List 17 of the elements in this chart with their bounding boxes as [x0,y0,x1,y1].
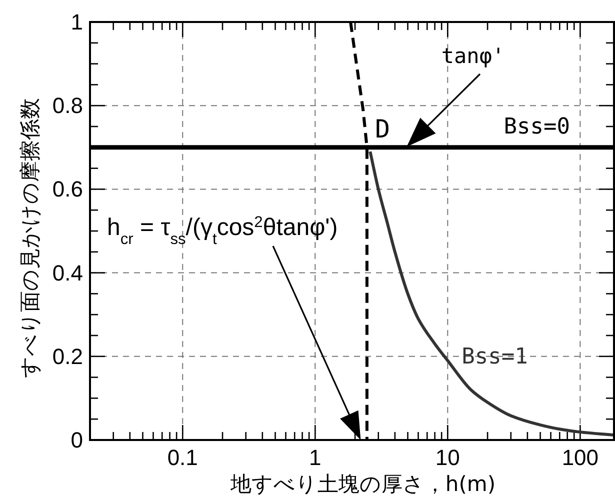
x-tick-label: 0.1 [167,445,198,470]
y-tick-label: 0.8 [52,93,83,118]
y-tick-label: 0.6 [52,176,83,202]
legend-label: Bss=0 [504,114,570,140]
text: h$_{cr}$ = τ$_{ss}$/(γ$_{t}$cos$^{2}$θtanφ') [107,214,338,248]
y-tick-label: 0.2 [52,344,83,369]
x-axis-title: 地すべり土塊の厚さ，h(m) [229,472,496,496]
x-tick-label: 1 [309,445,322,470]
x-tick-label: 10 [435,445,460,470]
series-label: Bss=1 [462,344,528,370]
y-axis-title: すべり面の見かけの摩擦係数 [18,98,42,378]
annotation: D [374,114,390,144]
y-tick-label: 1 [70,10,83,34]
y-tick-label: 0.4 [52,260,83,286]
annotation: tanφ' [441,44,505,68]
y-tick-label: 0 [70,428,83,452]
x-tick-label: 100 [562,445,599,470]
